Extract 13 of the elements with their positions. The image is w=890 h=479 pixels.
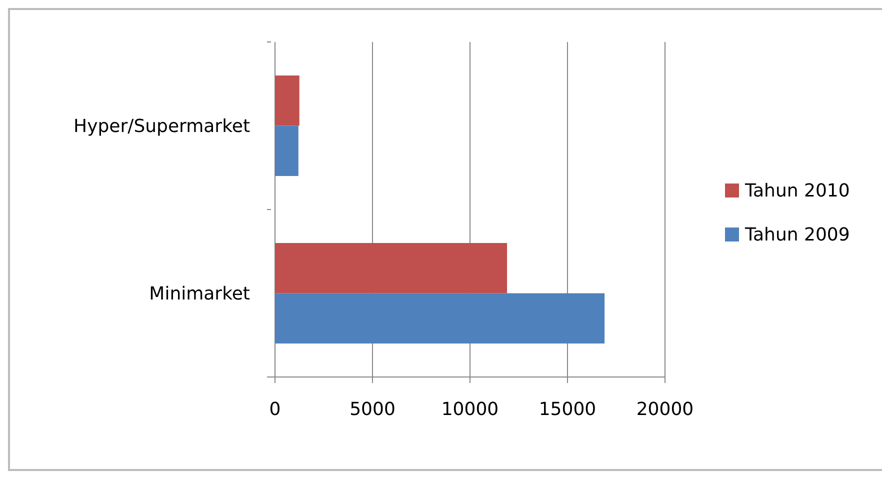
x-tick-label: 0	[269, 399, 281, 420]
bar	[275, 293, 605, 344]
x-tick-label: 15000	[538, 399, 596, 420]
x-tick-label: 5000	[350, 399, 396, 420]
x-tick-label: 20000	[636, 399, 694, 420]
x-tick-label: 10000	[441, 399, 499, 420]
bar	[275, 76, 300, 126]
bar	[275, 243, 508, 294]
y-tick-label: Hyper/Supermarket	[74, 116, 250, 137]
legend-label: Tahun 2010	[744, 180, 850, 202]
legend-label: Tahun 2009	[744, 224, 850, 246]
y-tick-label: Minimarket	[149, 283, 250, 304]
bar	[275, 126, 298, 176]
